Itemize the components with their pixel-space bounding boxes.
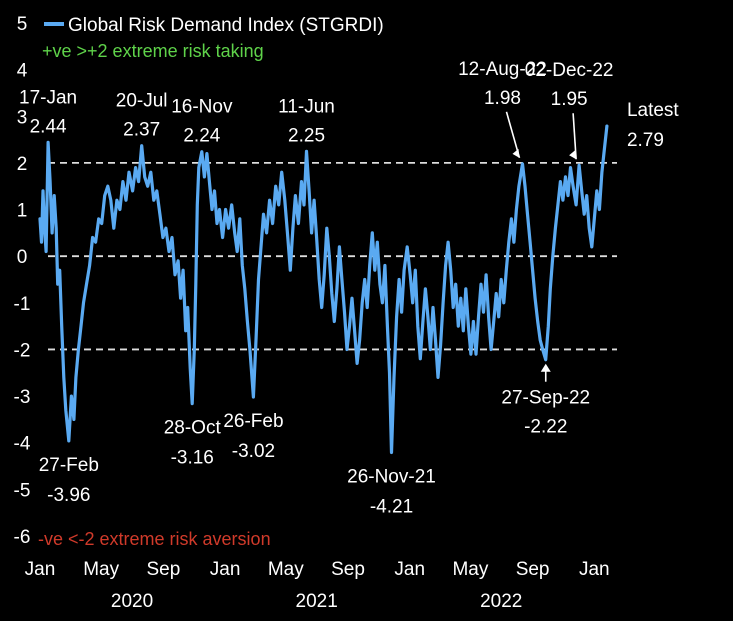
annotation-date: 11-Jun xyxy=(278,96,335,117)
x-tick-label: Jan xyxy=(394,559,425,580)
annotation-value: 2.24 xyxy=(183,126,220,147)
annotation-value: 2.79 xyxy=(627,130,664,151)
legend-label: Global Risk Demand Index (STGRDI) xyxy=(68,15,384,36)
annotation-arrow xyxy=(572,113,577,160)
x-tick-label: Sep xyxy=(331,559,365,580)
annotation-date: 02-Dec-22 xyxy=(525,60,614,81)
x-axis-ticks: Jan May Sep Jan May Sep Jan May Sep Jan 2020 2021 20… xyxy=(25,559,610,612)
x-tick-label: May xyxy=(268,559,304,580)
y-tick-label: 5 xyxy=(17,14,28,35)
annotation-value: -3.16 xyxy=(171,448,214,469)
annotation-value: 2.44 xyxy=(30,116,67,137)
x-tick-label: Sep xyxy=(146,559,180,580)
year-label: 2022 xyxy=(480,591,522,612)
annotation-value: -4.21 xyxy=(370,497,413,518)
y-tick-label: 3 xyxy=(17,107,28,128)
annotation-date: 28-Oct xyxy=(164,418,222,439)
x-tick-label: Jan xyxy=(25,559,56,580)
annotations: 17-Jan 2.44 27-Feb -3.96 20-Jul 2.37 28-Oct -3.… xyxy=(19,59,679,518)
y-tick-label: -4 xyxy=(14,434,31,455)
annotation-value: -3.96 xyxy=(47,485,90,506)
x-tick-label: Sep xyxy=(516,559,550,580)
annotation-date: 27-Feb xyxy=(39,455,99,476)
y-tick-label: -6 xyxy=(14,527,31,548)
annotation-date: 17-Jan xyxy=(19,87,77,108)
y-tick-label: -1 xyxy=(14,294,31,315)
annotation-value: 2.37 xyxy=(123,120,160,141)
x-tick-label: Jan xyxy=(210,559,241,580)
x-tick-label: May xyxy=(83,559,119,580)
series-layer xyxy=(38,124,609,455)
year-label: 2020 xyxy=(111,591,153,612)
annotation-value: 1.98 xyxy=(484,88,521,109)
x-tick-label: May xyxy=(452,559,488,580)
annotation-value: 1.95 xyxy=(551,89,588,110)
annotation-value: 2.25 xyxy=(288,125,325,146)
series-line-0 xyxy=(38,124,609,455)
annotation-date: Latest xyxy=(627,100,679,121)
y-tick-label: -5 xyxy=(14,480,31,501)
annotation-date: 20-Jul xyxy=(116,91,168,112)
y-tick-label: 4 xyxy=(17,61,28,82)
annotation-value: -3.02 xyxy=(232,441,275,462)
y-tick-label: 1 xyxy=(17,201,28,222)
y-tick-label: -2 xyxy=(14,340,31,361)
annotation-date: 16-Nov xyxy=(171,97,233,118)
annotation-arrowhead xyxy=(569,150,577,160)
legend: Global Risk Demand Index (STGRDI) xyxy=(44,15,384,36)
annotation-date: 26-Nov-21 xyxy=(347,467,436,488)
annotation-date: 12-Aug-22 xyxy=(458,59,547,80)
annotation-arrowhead xyxy=(540,363,551,372)
x-tick-label: Jan xyxy=(579,559,610,580)
year-label: 2021 xyxy=(296,591,338,612)
negative-note: -ve <-2 extreme risk aversion xyxy=(38,529,271,549)
y-tick-label: -3 xyxy=(14,387,31,408)
annotation-date: 27-Sep-22 xyxy=(501,388,590,409)
annotation-value: -2.22 xyxy=(524,417,567,438)
y-tick-label: 0 xyxy=(17,247,28,268)
annotation-arrowhead xyxy=(512,148,520,158)
annotation-date: 26-Feb xyxy=(223,411,283,432)
y-axis-ticks: 5 4 3 2 1 0 -1 -2 -3 -4 -5 -6 xyxy=(14,14,31,548)
positive-note: +ve >+2 extreme risk taking xyxy=(42,41,264,61)
y-tick-label: 2 xyxy=(17,154,28,175)
